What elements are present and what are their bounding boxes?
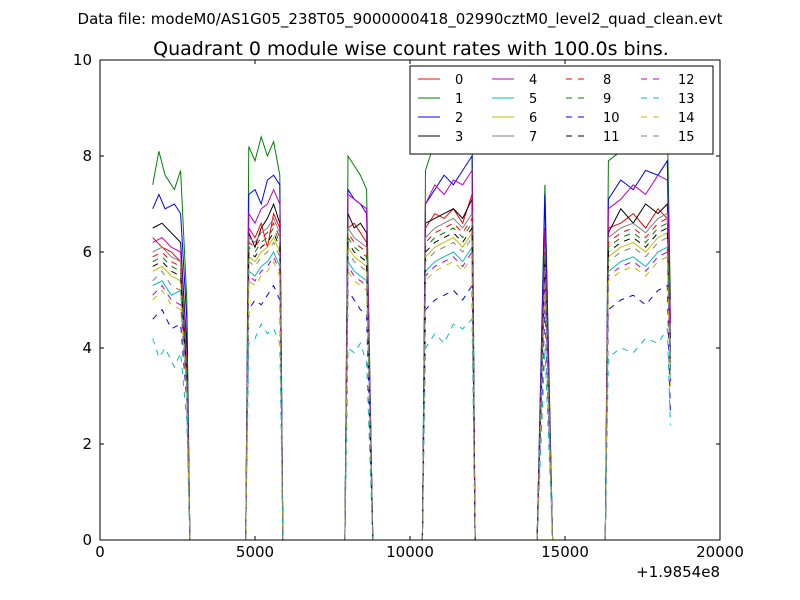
x-tick-label: 20000 xyxy=(696,543,744,561)
x-offset-label: +1.9854e8 xyxy=(636,563,720,581)
legend-item-8: 8 xyxy=(566,73,611,88)
legend-label: 15 xyxy=(678,130,695,145)
legend-item-14: 14 xyxy=(641,111,695,126)
legend-item-13: 13 xyxy=(641,92,695,107)
legend-label: 4 xyxy=(529,73,537,88)
legend-label: 0 xyxy=(455,73,463,88)
legend-frame xyxy=(409,65,714,155)
legend-item-6: 6 xyxy=(492,111,537,126)
x-tick-label: 5000 xyxy=(236,543,274,561)
legend-label: 1 xyxy=(455,92,463,107)
legend-item-5: 5 xyxy=(492,92,537,107)
legend-item-9: 9 xyxy=(566,92,611,107)
legend-item-12: 12 xyxy=(641,73,695,88)
legend-item-10: 10 xyxy=(566,111,620,126)
legend-label: 2 xyxy=(455,111,463,126)
legend-label: 5 xyxy=(529,92,537,107)
legend-label: 6 xyxy=(529,111,537,126)
legend-item-0: 0 xyxy=(418,73,463,88)
legend-item-1: 1 xyxy=(418,92,463,107)
legend-label: 12 xyxy=(678,73,695,88)
legend-item-11: 11 xyxy=(566,130,620,145)
x-tick-label: 15000 xyxy=(541,543,589,561)
legend-label: 14 xyxy=(678,111,695,126)
legend-item-4: 4 xyxy=(492,73,537,88)
legend-label: 13 xyxy=(678,92,695,107)
x-tick-label: 0 xyxy=(95,543,105,561)
legend-item-3: 3 xyxy=(418,130,463,145)
y-tick-label: 4 xyxy=(82,339,92,357)
legend-item-7: 7 xyxy=(492,130,537,145)
legend-label: 9 xyxy=(603,92,611,107)
legend-label: 7 xyxy=(529,130,537,145)
chart-title: Quadrant 0 module wise count rates with … xyxy=(153,38,669,60)
y-tick-label: 0 xyxy=(82,531,92,549)
legend-label: 10 xyxy=(603,111,620,126)
y-tick-label: 6 xyxy=(82,243,92,261)
figure-suptitle: Data file: modeM0/AS1G05_238T05_90000004… xyxy=(78,10,723,29)
legend-label: 8 xyxy=(603,73,611,88)
x-tick-label: 10000 xyxy=(386,543,434,561)
y-tick-label: 2 xyxy=(82,435,92,453)
legend-item-2: 2 xyxy=(418,111,463,126)
legend-label: 11 xyxy=(603,130,620,145)
legend-item-15: 15 xyxy=(641,130,695,145)
series-layer xyxy=(152,117,671,540)
legend-label: 3 xyxy=(455,130,463,145)
y-tick-label: 8 xyxy=(82,147,92,165)
y-tick-label: 10 xyxy=(73,51,92,69)
x-axis: 0 5000 10000 15000 20000 xyxy=(95,60,744,561)
